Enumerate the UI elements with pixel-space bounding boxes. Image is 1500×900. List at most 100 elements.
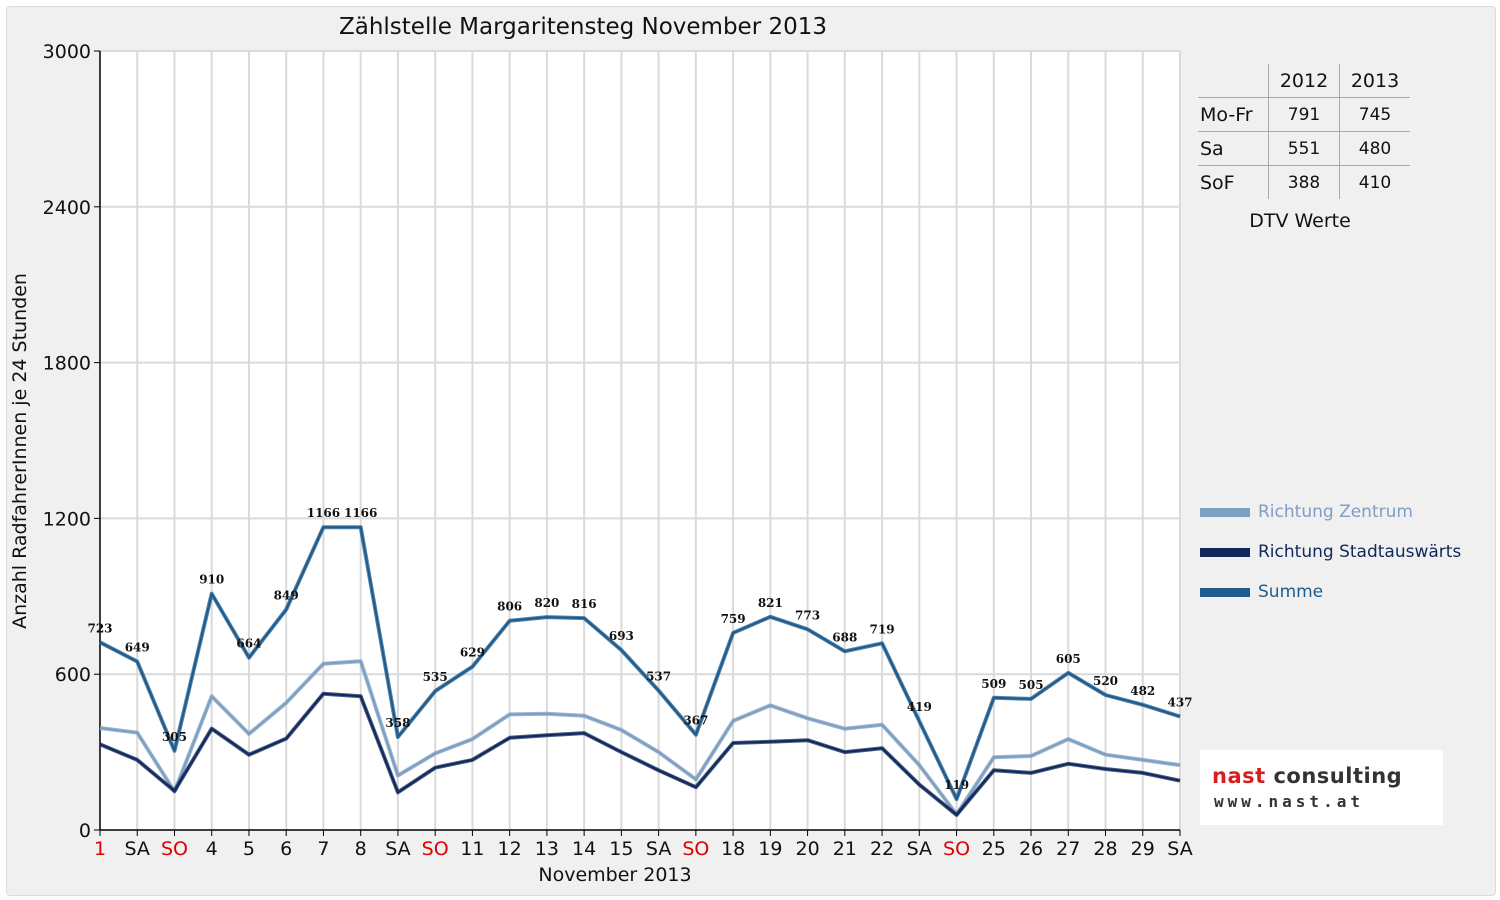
x-tick-label: 4 <box>206 838 218 860</box>
x-tick-label: 12 <box>498 838 522 860</box>
data-label: 629 <box>460 646 485 660</box>
x-tick-label: 13 <box>535 838 559 860</box>
dtv-row-label: Mo-Fr <box>1198 97 1269 132</box>
x-tick-label: 8 <box>355 838 367 860</box>
legend-label: Richtung Stadtauswärts <box>1258 542 1462 562</box>
x-tick-label: 6 <box>280 838 292 860</box>
data-label: 759 <box>721 612 746 626</box>
x-tick-label: 18 <box>721 838 745 860</box>
dtv-value-2013: 410 <box>1339 165 1410 199</box>
data-label: 664 <box>236 637 261 651</box>
data-label: 849 <box>274 589 299 603</box>
data-label: 119 <box>944 778 969 792</box>
series-line <box>99 692 1181 816</box>
dtv-row-sa: Sa 551 480 <box>1198 131 1410 166</box>
x-tick-label: 14 <box>572 838 596 860</box>
y-tick-label: 600 <box>55 664 91 686</box>
x-tick-label: SA <box>907 838 932 860</box>
x-tick-label: SA <box>1167 838 1192 860</box>
dtv-caption: DTV Werte <box>1249 210 1351 232</box>
x-tick-label: SO <box>161 838 188 860</box>
x-tick-label: 15 <box>609 838 633 860</box>
plot-area <box>100 51 1180 830</box>
data-label: 482 <box>1130 684 1155 698</box>
y-tick-label: 2400 <box>43 197 91 219</box>
x-tick-label: SO <box>943 838 970 860</box>
dtv-value-2013: 480 <box>1339 131 1410 166</box>
dtv-value-2012: 388 <box>1268 165 1340 199</box>
x-tick-label: 7 <box>317 838 329 860</box>
data-label: 505 <box>1019 678 1044 692</box>
x-tick-label: 20 <box>795 838 819 860</box>
logo-url: www.nast.at <box>1214 792 1364 811</box>
legend-label: Summe <box>1258 582 1324 602</box>
data-label: 1166 <box>307 506 340 520</box>
legend-swatch <box>1200 507 1250 517</box>
x-tick-label: SA <box>646 838 671 860</box>
company-logo: nast consulting www.nast.at <box>1200 750 1443 825</box>
data-label: 649 <box>125 640 150 654</box>
logo-part-2: consulting <box>1273 764 1403 788</box>
legend-item-zentrum: Richtung Zentrum <box>1200 492 1461 532</box>
data-label: 520 <box>1093 674 1118 688</box>
data-label: 1166 <box>344 506 377 520</box>
data-label: 719 <box>870 622 895 636</box>
data-label: 305 <box>162 730 187 744</box>
data-label: 773 <box>795 608 820 622</box>
dtv-header-2013: 2013 <box>1339 64 1410 98</box>
dtv-row-label: Sa <box>1198 131 1269 166</box>
dtv-header-empty <box>1198 64 1269 98</box>
dtv-header-row: 2012 2013 <box>1198 64 1410 98</box>
data-label: 723 <box>87 621 112 635</box>
logo-wordmark: nast consulting <box>1212 764 1402 788</box>
x-tick-label: SA <box>385 838 410 860</box>
dtv-value-2012: 791 <box>1268 97 1340 132</box>
data-label: 806 <box>497 600 522 614</box>
data-label: 688 <box>832 630 857 644</box>
dtv-header-2012: 2012 <box>1268 64 1340 98</box>
data-label: 537 <box>646 670 671 684</box>
legend: Richtung Zentrum Richtung Stadtauswärts … <box>1200 492 1461 612</box>
dtv-row-sof: SoF 388 410 <box>1198 165 1410 199</box>
data-label: 358 <box>385 716 410 730</box>
data-label: 535 <box>423 670 448 684</box>
dtv-row-label: SoF <box>1198 165 1269 199</box>
x-tick-label: 27 <box>1056 838 1080 860</box>
dtv-value-2013: 745 <box>1339 97 1410 132</box>
x-tick-label: SA <box>125 838 150 860</box>
legend-label: Richtung Zentrum <box>1258 502 1413 522</box>
x-tick-label: 19 <box>758 838 782 860</box>
x-tick-label: 5 <box>243 838 255 860</box>
x-tick-label: SO <box>682 838 709 860</box>
x-tick-label: 25 <box>982 838 1006 860</box>
x-tick-label: 11 <box>460 838 484 860</box>
logo-part-1: nast <box>1212 764 1266 788</box>
data-label: 419 <box>907 700 932 714</box>
x-tick-label: 28 <box>1093 838 1117 860</box>
series-line <box>99 660 1181 816</box>
legend-item-stadtauswaerts: Richtung Stadtauswärts <box>1200 532 1461 572</box>
data-label: 816 <box>572 597 597 611</box>
x-axis-label: November 2013 <box>538 864 692 886</box>
x-tick-label: SO <box>422 838 449 860</box>
x-tick-label: 1 <box>94 838 106 860</box>
legend-swatch <box>1200 587 1250 597</box>
y-tick-label: 1800 <box>43 353 91 375</box>
legend-swatch <box>1200 547 1250 557</box>
data-label: 820 <box>534 596 559 610</box>
x-tick-label: 22 <box>870 838 894 860</box>
dtv-value-2012: 551 <box>1268 131 1340 166</box>
dtv-row-mofr: Mo-Fr 791 745 <box>1198 97 1410 132</box>
dtv-table: 2012 2013 Mo-Fr 791 745 Sa 551 480 SoF 3… <box>1198 64 1410 199</box>
y-tick-label: 1200 <box>43 508 91 530</box>
data-label: 821 <box>758 596 783 610</box>
legend-item-summe: Summe <box>1200 572 1461 612</box>
data-label: 693 <box>609 629 634 643</box>
data-label: 367 <box>683 714 708 728</box>
chart-title: Zählstelle Margaritensteg November 2013 <box>338 14 828 40</box>
data-label: 605 <box>1056 652 1081 666</box>
series-line <box>99 526 1181 801</box>
data-label: 437 <box>1167 696 1192 710</box>
x-tick-label: 29 <box>1131 838 1155 860</box>
